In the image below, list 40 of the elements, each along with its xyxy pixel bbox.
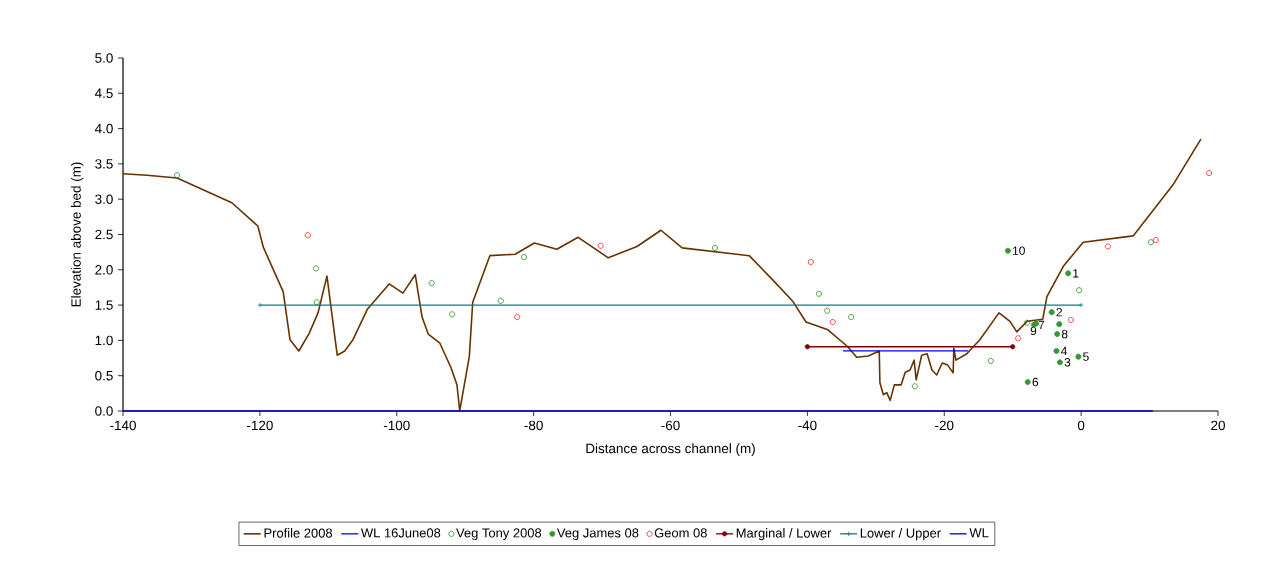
legend-label: Profile 2008: [264, 528, 333, 538]
y-tick-label: 2.5: [95, 229, 113, 240]
x-tick-label: -80: [524, 420, 543, 431]
annotation: 1: [1073, 269, 1079, 278]
annotation: 8: [1061, 329, 1068, 339]
x-tick-label: -40: [798, 420, 817, 431]
x-tick-label: 0: [1077, 420, 1085, 431]
x-tick-label: -20: [935, 420, 954, 431]
x-tick-label: -100: [383, 420, 410, 431]
legend-label: Lower / Upper: [860, 528, 941, 541]
annotation: 5: [1083, 352, 1089, 361]
y-tick-label: 3.0: [95, 194, 113, 204]
annotation: 3: [1064, 358, 1071, 367]
y-tick-label: 4.5: [94, 88, 113, 98]
annotation: 10: [1013, 246, 1025, 255]
y-tick-label: 4.0: [94, 123, 113, 134]
x-tick-label: -60: [661, 420, 680, 431]
y-tick-label: 1.0: [95, 335, 113, 346]
y-tick-label: 2.0: [95, 265, 113, 275]
legend-label: Marginal / Lower: [736, 528, 832, 541]
y-tick-label: 0.5: [95, 370, 113, 381]
y-tick-label: 1.5: [95, 300, 113, 310]
legend-label: Veg James 08: [556, 528, 639, 541]
annotation: 2: [1056, 307, 1062, 317]
y-tick-label: 0.0: [95, 406, 113, 416]
legend-label: Veg Tony 2008: [456, 528, 542, 541]
legend-label: Geom 08: [654, 528, 707, 538]
x-axis-title: Distance across channel (m): [586, 443, 755, 456]
x-tick-label: -120: [247, 420, 273, 431]
legend-label: WL: [969, 528, 989, 538]
x-tick-label: 20: [1211, 420, 1225, 431]
annotation: 7: [1038, 320, 1045, 329]
y-axis-title: Elevation above bed (m): [70, 162, 84, 307]
y-tick-label: 5.0: [95, 53, 113, 63]
x-tick-label: -140: [110, 420, 136, 431]
legend-label: WL 16June08: [360, 528, 441, 538]
annotation: 4: [1060, 346, 1067, 356]
annotation: 6: [1032, 377, 1039, 387]
annotation: 9: [1030, 326, 1037, 336]
y-tick-label: 3.5: [95, 159, 113, 169]
